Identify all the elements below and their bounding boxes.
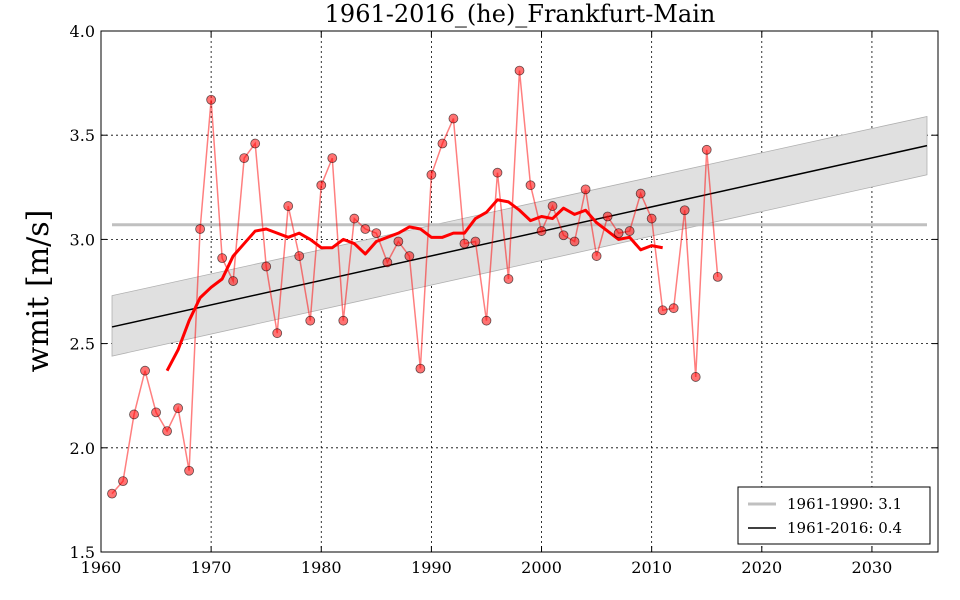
data-point	[250, 138, 261, 149]
data-point	[657, 305, 668, 316]
data-point	[338, 315, 349, 326]
x-tick-label: 1990	[411, 558, 452, 577]
data-point	[470, 236, 481, 247]
x-tick-label: 2030	[852, 558, 893, 577]
plot-frame	[100, 30, 939, 553]
legend-box	[737, 486, 931, 545]
data-point	[712, 272, 723, 282]
data-point	[448, 113, 459, 124]
data-point	[393, 236, 404, 247]
y-tick-label: 4.0	[70, 22, 95, 41]
chart-title: 1961-2016_(he)_Frankfurt-Main	[325, 0, 716, 28]
data-point	[228, 276, 239, 286]
trend-line	[111, 144, 928, 328]
data-point	[613, 228, 624, 239]
data-point	[184, 465, 195, 476]
x-tick-label: 1980	[301, 558, 342, 577]
data-point	[107, 488, 117, 499]
data-point	[239, 153, 250, 164]
plot-area: 1960 1970 1980 1990 2000 2010 2020 2030 1.5 2.0 2.…	[70, 22, 939, 577]
x-tick-label: 2020	[741, 558, 782, 577]
data-point	[558, 230, 569, 241]
data-point	[129, 409, 139, 420]
data-point	[569, 236, 580, 247]
plot-content	[107, 65, 928, 499]
data-point	[591, 251, 602, 261]
data-point	[360, 224, 371, 234]
data-point	[679, 205, 690, 216]
y-tick-label: 2.5	[70, 335, 95, 354]
data-point	[173, 403, 183, 414]
data-point	[294, 251, 305, 261]
data-point	[646, 213, 657, 224]
data-point	[404, 251, 415, 261]
data-point	[316, 180, 327, 191]
data-point	[690, 372, 701, 382]
legend-label: 1961-2016: 0.4	[787, 519, 902, 537]
data-point	[272, 328, 283, 339]
data-point	[261, 261, 272, 272]
data-point	[195, 224, 206, 234]
x-tick-label: 2000	[521, 558, 562, 577]
legend: 1961-1990: 3.1 1961-2016: 0.4	[737, 486, 931, 545]
x-tick-label: 1960	[81, 558, 122, 577]
y-tick-label: 3.5	[70, 126, 95, 145]
y-axis-label: wmit [m/s]	[21, 210, 56, 373]
data-point	[217, 253, 228, 264]
x-tick-label: 1970	[191, 558, 232, 577]
data-point	[481, 315, 492, 326]
data-point	[327, 153, 338, 164]
data-point	[283, 201, 294, 211]
running-mean-line	[165, 198, 663, 372]
y-tick-label: 1.5	[70, 543, 95, 562]
data-point	[635, 188, 646, 199]
data-point	[382, 257, 393, 268]
data-point	[514, 65, 525, 76]
legend-label: 1961-1990: 3.1	[787, 495, 902, 513]
data-point	[437, 138, 448, 149]
data-point	[624, 226, 635, 236]
data-point	[525, 180, 536, 191]
data-point	[140, 365, 150, 376]
data-point	[305, 315, 316, 326]
data-point	[151, 407, 161, 418]
data-point	[536, 226, 547, 236]
data-point	[602, 211, 613, 222]
data-point	[349, 213, 360, 224]
data-point	[371, 228, 382, 239]
data-point	[701, 144, 712, 155]
y-tick-label: 2.0	[70, 439, 95, 458]
data-point	[162, 426, 172, 437]
data-point	[118, 476, 128, 487]
data-point	[206, 94, 217, 105]
data-point	[503, 274, 514, 284]
data-point	[459, 238, 470, 249]
data-point	[415, 363, 426, 374]
data-point	[547, 201, 558, 211]
data-point	[426, 169, 437, 180]
y-tick-label: 3.0	[70, 230, 95, 249]
x-tick-label: 2010	[631, 558, 672, 577]
data-point	[492, 167, 503, 178]
data-point	[580, 184, 591, 195]
data-point	[668, 303, 679, 314]
